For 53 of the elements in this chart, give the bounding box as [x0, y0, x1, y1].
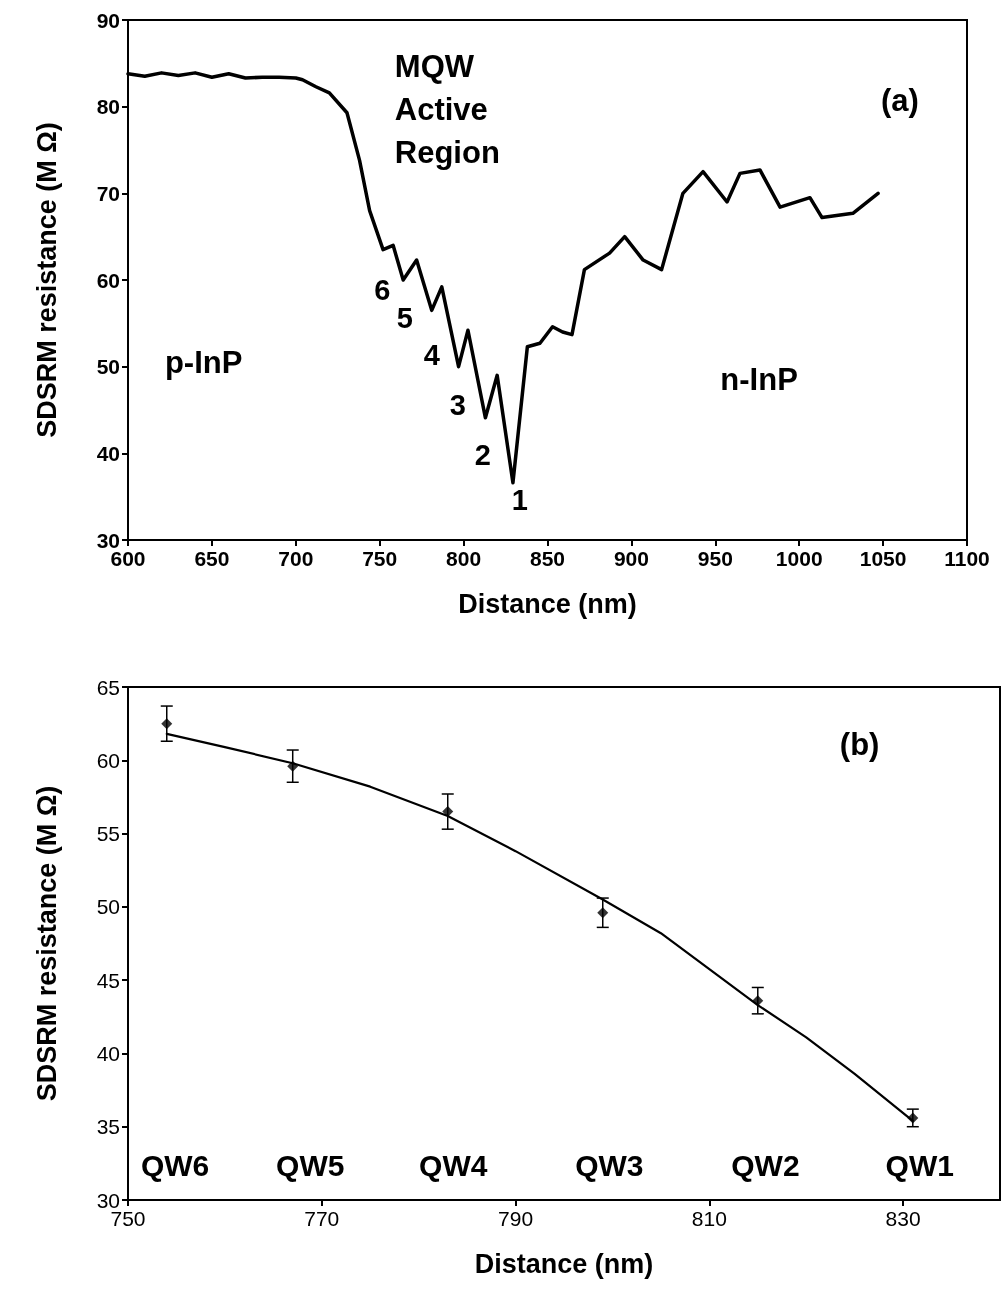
y-tick-label: 90	[96, 8, 120, 32]
annotation: 2	[474, 439, 491, 472]
x-tick-label: 770	[304, 1207, 340, 1230]
x-tick-label: 1100	[944, 547, 990, 570]
x-tick-label: 830	[885, 1207, 921, 1230]
annotation: 6	[374, 273, 391, 306]
y-tick-label: 80	[96, 95, 120, 119]
y-axis-title: SDSRM resistance (M Ω)	[31, 122, 62, 438]
annotation: QW2	[731, 1148, 800, 1182]
y-tick-label: 50	[96, 895, 120, 919]
x-tick-label: 1000	[775, 547, 823, 570]
y-tick-label: 50	[96, 355, 120, 379]
x-tick-label: 650	[194, 547, 230, 570]
x-axis-title: Distance (nm)	[474, 1248, 654, 1279]
point	[287, 760, 299, 772]
annotation: 3	[449, 388, 466, 421]
point	[752, 995, 764, 1007]
annotation: 1	[511, 483, 528, 516]
y-tick-label: 65	[96, 675, 120, 699]
y-tick-label: 40	[96, 1041, 120, 1065]
x-tick-label: 800	[446, 547, 482, 570]
x-tick-label: 900	[613, 547, 649, 570]
y-tick-label: 45	[96, 968, 120, 992]
point	[597, 907, 609, 919]
y-axis-title: SDSRM resistance (M Ω)	[31, 785, 62, 1102]
y-tick-label: 60	[96, 268, 120, 292]
x-tick-label: 790	[498, 1207, 534, 1230]
annotation: QW1	[885, 1148, 954, 1182]
x-axis-title: Distance (nm)	[458, 588, 637, 619]
annotation: QW5	[276, 1148, 345, 1182]
point	[907, 1112, 919, 1124]
annotation: QW3	[575, 1148, 644, 1182]
annotation: p-InP	[164, 344, 243, 380]
annotation: (b)	[839, 727, 880, 763]
point	[161, 718, 173, 730]
annotation: (a)	[880, 82, 919, 118]
y-tick-label: 55	[96, 822, 120, 846]
x-tick-label: 1050	[859, 547, 907, 570]
x-tick-label: 810	[691, 1207, 727, 1230]
x-tick-label: 750	[362, 547, 398, 570]
x-tick-label: 950	[697, 547, 733, 570]
y-tick-label: 70	[96, 181, 120, 205]
x-tick-label: 700	[278, 547, 314, 570]
annotation: QW6	[140, 1148, 210, 1182]
y-tick-label: 60	[96, 748, 120, 772]
annotation: 4	[423, 338, 440, 371]
y-tick-label: 40	[96, 441, 120, 465]
annotation: n-InP	[720, 362, 798, 398]
annotation: QW4	[419, 1148, 488, 1182]
x-tick-label: 850	[529, 547, 566, 570]
annotation: MQW Active Region	[394, 48, 500, 170]
annotation: 5	[396, 301, 413, 334]
y-tick-label: 35	[96, 1115, 120, 1139]
